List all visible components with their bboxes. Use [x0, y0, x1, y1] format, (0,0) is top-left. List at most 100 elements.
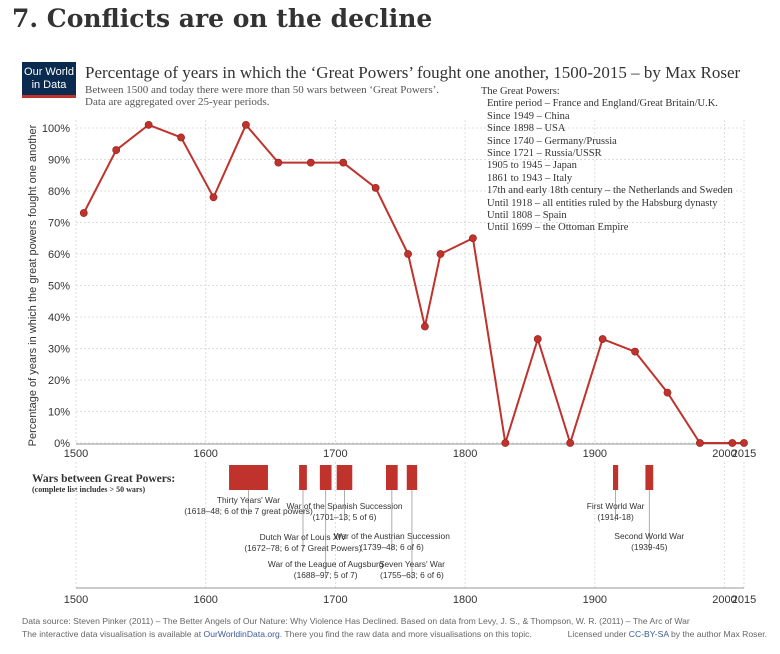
war-detail-label: (1755–63; 6 of 6) — [380, 570, 444, 580]
license-link[interactable]: CC-BY-SA — [628, 629, 669, 639]
war-bar — [229, 465, 268, 490]
data-point — [695, 439, 704, 447]
war-detail-label: (1618–48; 6 of the 7 great powers) — [184, 506, 313, 516]
y-tick-label: 100% — [42, 123, 70, 135]
war-detail-label: (1672–78; 6 of 7 Great Powers) — [244, 543, 362, 553]
data-point — [209, 193, 218, 202]
y-tick-label: 20% — [48, 375, 70, 387]
war-bar — [299, 465, 307, 490]
page-heading: 7. Conflicts are on the decline — [12, 4, 433, 33]
great-power-item: Since 1898 – USA — [487, 123, 566, 135]
subtitle-line: Between 1500 and today there were more t… — [85, 84, 440, 96]
war-detail-label: (1688–97; 5 of 7) — [294, 570, 358, 580]
x-tick-label: 2015 — [732, 448, 756, 460]
panel-x-tick-label: 1500 — [64, 594, 88, 606]
data-point — [469, 234, 477, 243]
data-point — [79, 209, 88, 217]
data-point — [436, 250, 445, 258]
data-point — [631, 347, 639, 356]
x-tick-label: 2000 — [712, 448, 736, 460]
data-point — [144, 120, 153, 129]
logo-line-1: Our World — [24, 66, 74, 78]
data-point — [740, 439, 748, 447]
data-point — [421, 322, 429, 331]
wars-panel-subtitle: (complete list includes > 50 wars) — [32, 485, 146, 494]
war-bar — [336, 465, 353, 490]
y-tick-label: 60% — [48, 249, 70, 261]
chart-subtitle: Between 1500 and today there were more t… — [85, 84, 485, 108]
data-point — [404, 250, 412, 258]
x-tick-label: 1900 — [583, 448, 607, 460]
war-bar — [406, 465, 418, 490]
data-point — [242, 120, 250, 129]
y-tick-label: 50% — [48, 281, 70, 293]
data-point — [728, 439, 737, 447]
great-power-item: Since 1740 – Germany/Prussia — [487, 135, 617, 147]
subtitle-line: Data are aggregated over 25-year periods… — [85, 96, 270, 108]
war-detail-label: (1939-45) — [631, 542, 668, 552]
license-suffix: by the author Max Roser. — [668, 629, 767, 639]
great-power-item: 1861 to 1943 – Italy — [487, 172, 573, 184]
data-point — [112, 146, 121, 154]
y-tick-label: 80% — [48, 186, 70, 198]
great-power-item: Since 1949 – China — [487, 110, 570, 122]
x-tick-label: 1700 — [323, 448, 347, 460]
owid-logo[interactable]: Our World in Data — [22, 62, 76, 98]
data-point — [371, 183, 380, 192]
war-bar — [386, 465, 398, 490]
data-source: Data source: Steven Pinker (2011) – The … — [22, 616, 690, 626]
data-point — [533, 335, 542, 343]
x-tick-label: 1800 — [453, 448, 477, 460]
panel-x-tick-label: 2000 — [712, 594, 736, 606]
chart-canvas: 0% 10% 20% 30% 40% 50% 60% 70% 80% 90% 100%Percent… — [27, 120, 756, 606]
y-tick-label: 70% — [48, 218, 70, 230]
y-tick-label: 90% — [48, 155, 70, 167]
great-power-item: Entire period – France and England/Great… — [487, 98, 718, 110]
great-power-item: 1905 to 1945 – Japan — [487, 160, 577, 172]
data-point — [274, 158, 283, 167]
war-bar — [645, 465, 654, 490]
war-detail-label: (1914-18) — [597, 512, 634, 522]
license-prefix: Licensed under — [567, 629, 629, 639]
owid-link[interactable]: OurWorldinData.org — [203, 629, 280, 639]
logo-line-2: in Data — [31, 79, 67, 91]
chart-title: Percentage of years in which the ‘Great … — [85, 63, 741, 82]
interactive-prefix: The interactive data visualisation is av… — [22, 629, 204, 639]
panel-x-tick-label: 2015 — [732, 594, 756, 606]
data-point — [339, 158, 348, 167]
war-name-label: Second World War — [614, 531, 684, 541]
war-bar — [319, 465, 332, 490]
panel-x-tick-label: 1600 — [193, 594, 217, 606]
x-tick-label: 1600 — [193, 448, 217, 460]
war-name-label: Seven Years' War — [379, 559, 445, 569]
y-tick-label: 0% — [54, 438, 70, 450]
data-point — [306, 158, 315, 167]
war-name-label: Thirty Years' War — [217, 495, 280, 505]
war-bar — [612, 465, 619, 490]
y-axis-label: Percentage of years in which the great p… — [27, 124, 39, 446]
chart-footer: Data source: Steven Pinker (2011) – The … — [22, 615, 767, 641]
war-name-label: War of the Austrian Succession — [334, 531, 450, 541]
data-point — [177, 133, 185, 142]
panel-x-tick-label: 1800 — [453, 594, 477, 606]
great-powers-list: The Great Powers: Entire period – France… — [481, 86, 733, 235]
data-point — [598, 335, 607, 343]
war-name-label: Dutch War of Louis XIV — [260, 532, 347, 542]
interactive-note: The interactive data visualisation is av… — [22, 628, 532, 641]
great-power-item: Until 1699 – the Ottoman Empire — [487, 222, 629, 234]
great-power-item: Until 1808 – Spain — [487, 210, 567, 222]
war-detail-label: (1701–13; 5 of 6) — [313, 512, 377, 522]
panel-x-tick-label: 1700 — [323, 594, 347, 606]
x-tick-label: 1500 — [64, 448, 88, 460]
war-name-label: War of the Spanish Succession — [286, 501, 402, 511]
data-point — [663, 388, 672, 397]
great-powers-header: The Great Powers: — [481, 86, 560, 97]
y-tick-label: 10% — [48, 407, 70, 419]
y-tick-label: 30% — [48, 344, 70, 356]
great-power-item: Until 1918 – all entities ruled by the H… — [487, 197, 718, 209]
license-note: Licensed under CC-BY-SA by the author Ma… — [568, 628, 767, 641]
interactive-suffix: . There you find the raw data and more v… — [279, 629, 532, 639]
panel-x-tick-label: 1900 — [583, 594, 607, 606]
great-power-item: 17th and early 18th century – the Nether… — [487, 185, 733, 197]
war-detail-label: (1739–48; 6 of 6) — [360, 542, 424, 552]
